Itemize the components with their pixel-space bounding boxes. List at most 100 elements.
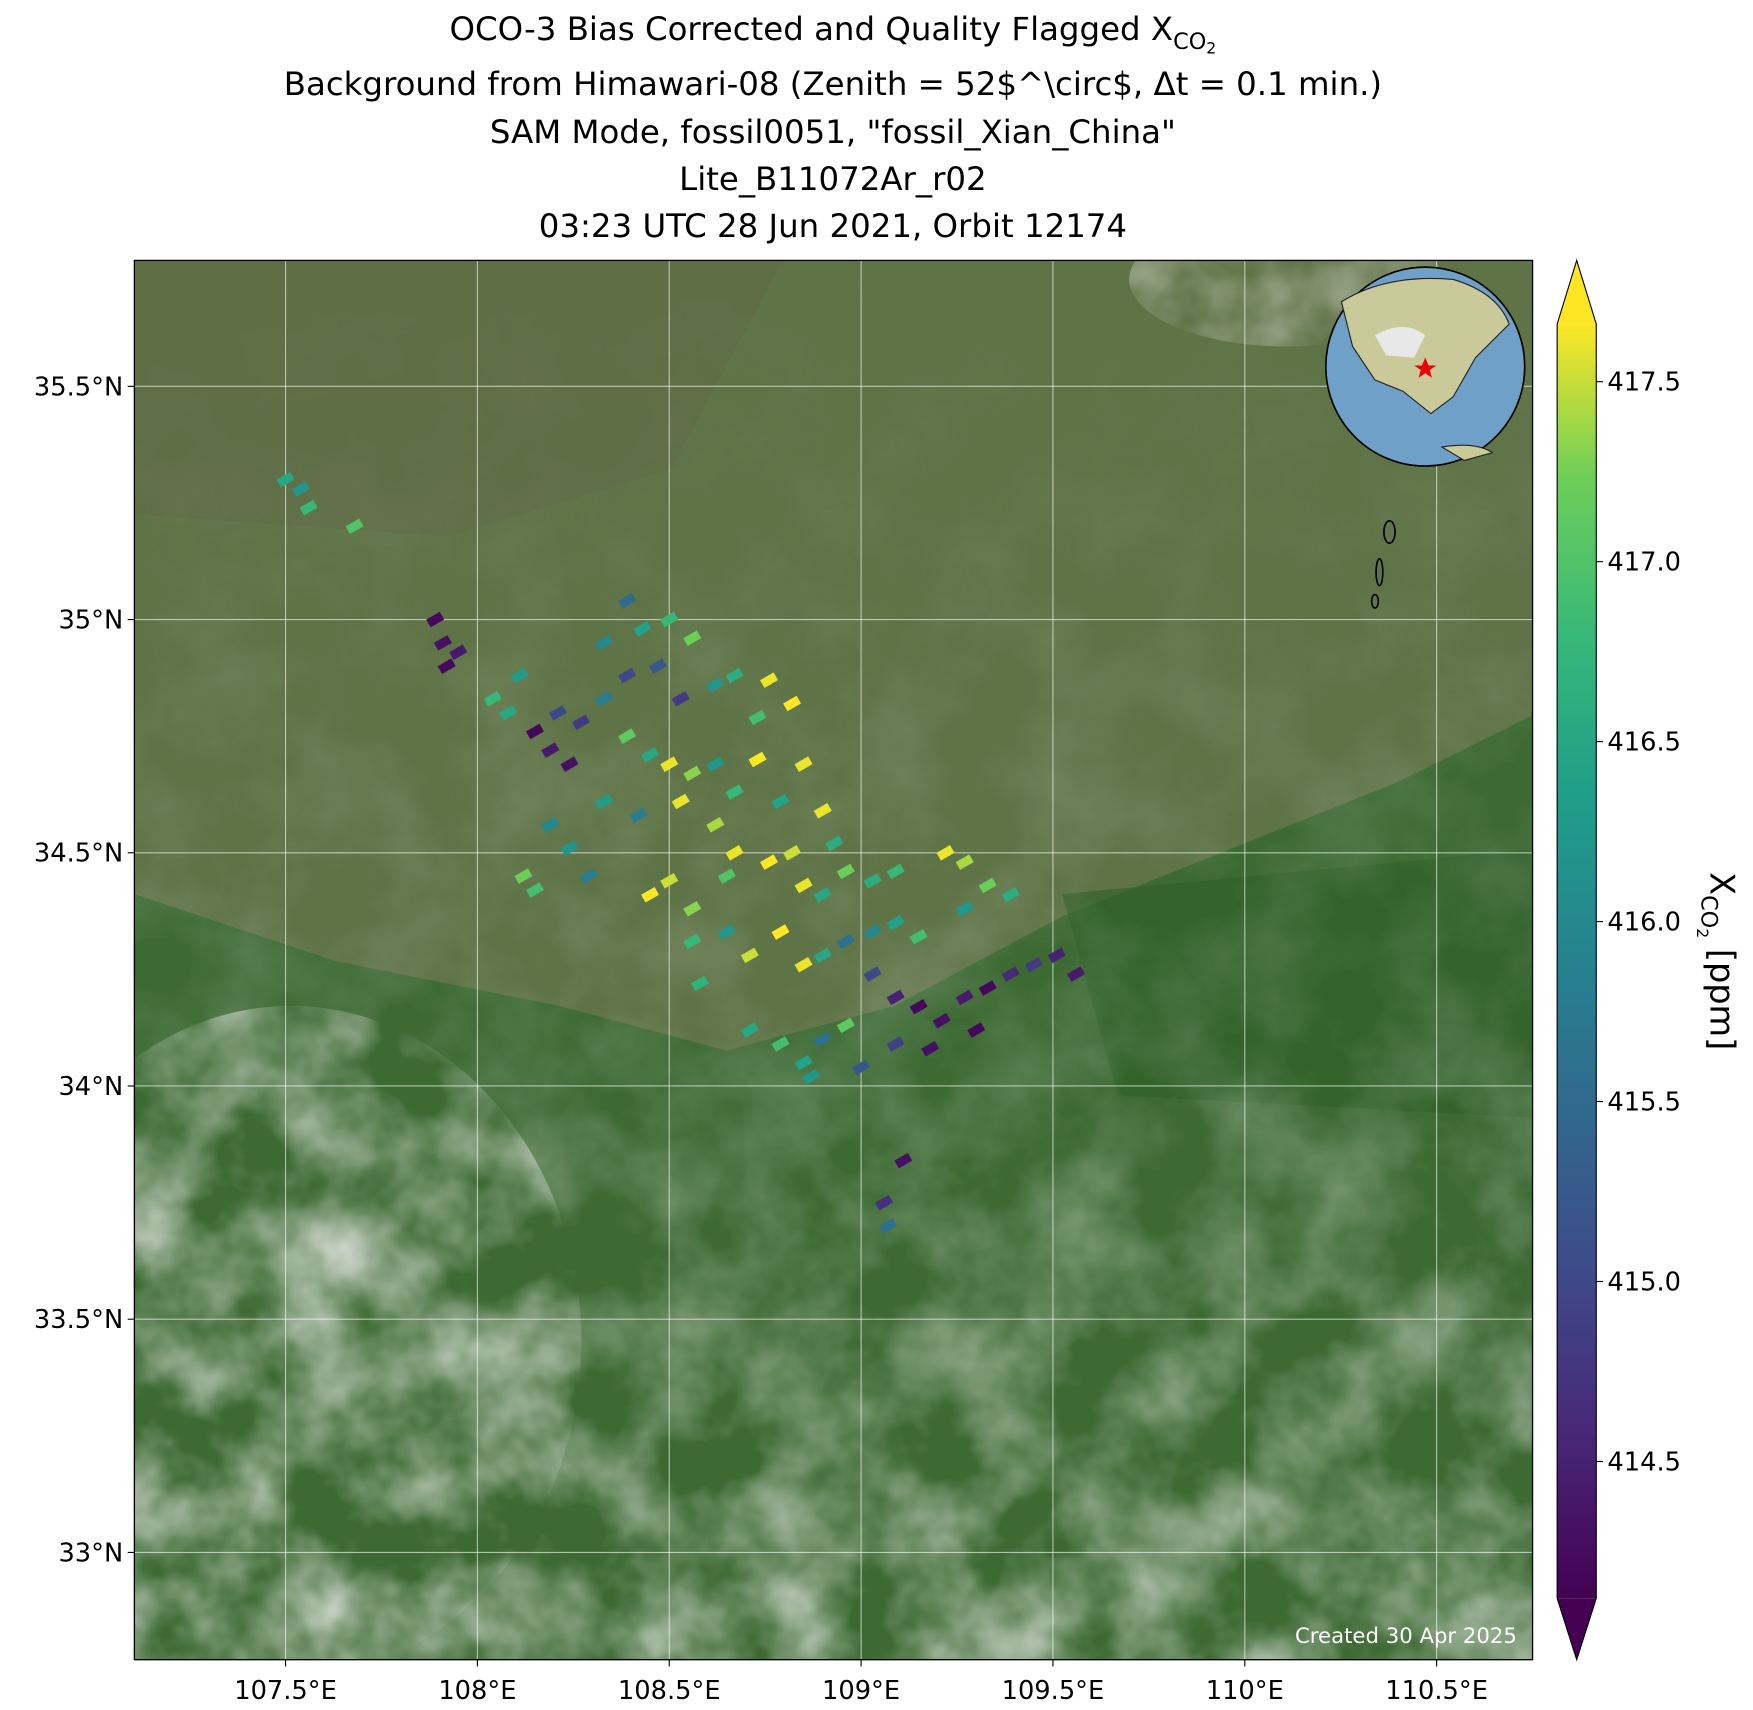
colorbar-tick-label: 417.5 — [1607, 368, 1681, 398]
y-tick-label: 33°N — [58, 1538, 123, 1568]
sounding — [813, 803, 832, 819]
title-subscript: CO — [1173, 29, 1206, 55]
sounding — [291, 481, 310, 497]
sounding — [725, 844, 744, 861]
sounding — [660, 872, 679, 889]
sounding — [706, 756, 725, 772]
sounding — [794, 756, 813, 772]
sounding — [771, 793, 790, 810]
sounding — [813, 947, 832, 964]
colorbar-tick-label: 416.5 — [1607, 728, 1681, 758]
x-tick-label: 108°E — [438, 1676, 516, 1706]
sounding — [345, 518, 364, 535]
sounding — [813, 1031, 832, 1048]
sounding — [978, 877, 997, 894]
sounding — [863, 924, 882, 940]
y-tick-label: 34°N — [58, 1072, 123, 1102]
x-tick-label: 109.5°E — [1002, 1676, 1105, 1706]
colorbar-tick-label: 417.0 — [1607, 548, 1681, 578]
sounding — [886, 989, 905, 1006]
sounding — [437, 658, 456, 674]
sounding — [1066, 966, 1085, 982]
sounding — [852, 1059, 871, 1076]
sounding — [921, 1040, 940, 1057]
sounding — [629, 807, 648, 824]
colorbar-label-sub: CO — [1695, 895, 1721, 928]
sounding — [483, 691, 502, 707]
colorbar-extend — [1557, 260, 1597, 325]
title-line: Background from Himawari-08 (Zenith = 52… — [284, 65, 1382, 103]
sounding — [955, 900, 974, 917]
sounding — [1001, 966, 1020, 982]
sounding — [571, 714, 591, 730]
sounding — [794, 1054, 813, 1071]
sounding — [618, 667, 637, 684]
sounding — [671, 691, 690, 707]
y-tick-label: 34.5°N — [34, 839, 123, 869]
sounding — [717, 868, 736, 884]
sounding — [548, 705, 567, 721]
globe-inset — [1324, 266, 1526, 467]
title-line: 03:23 UTC 28 Jun 2021, Orbit 12174 — [539, 207, 1127, 245]
sounding — [514, 868, 533, 884]
sounding — [863, 966, 882, 982]
sounding — [660, 756, 679, 772]
title-line: Lite_B11072Ar_r02 — [679, 160, 986, 198]
soundings — [276, 471, 1085, 1234]
sounding — [595, 635, 614, 651]
sounding — [618, 593, 637, 609]
sounding — [660, 611, 679, 628]
title-line: OCO-3 Bias Corrected and Quality Flagged… — [450, 10, 1217, 57]
sounding — [863, 872, 882, 889]
sounding — [671, 793, 690, 810]
sounding — [794, 956, 813, 973]
sounding — [725, 667, 744, 684]
y-tick-label: 35.5°N — [34, 372, 123, 402]
colorbar-label-text: X — [1702, 872, 1741, 895]
colorbar-label-unit: [ppm] — [1702, 938, 1741, 1050]
axes: 107.5°E 108°E 108.5°E 109°E 109.5°E 110°E 110.… — [34, 368, 1681, 1706]
sounding — [717, 924, 736, 940]
sounding — [836, 863, 855, 880]
y-tick-label: 35°N — [58, 606, 123, 636]
sounding — [783, 695, 802, 712]
sounding — [706, 817, 725, 833]
sounding — [894, 1152, 913, 1169]
sounding — [433, 635, 452, 651]
satellite-background — [134, 260, 1533, 1660]
colorbar-tick-label: 415.5 — [1607, 1087, 1681, 1117]
colorbar-body — [1557, 324, 1597, 1599]
sounding — [794, 877, 813, 894]
sounding — [276, 471, 295, 488]
sounding — [579, 868, 598, 884]
colorbar-extend — [1557, 1598, 1597, 1660]
sounding — [813, 886, 832, 903]
sounding — [541, 742, 560, 758]
sounding — [909, 998, 928, 1015]
sounding — [740, 1022, 759, 1038]
sounding — [683, 765, 702, 782]
sounding — [783, 844, 802, 861]
sounding — [541, 817, 560, 833]
sounding — [886, 1036, 905, 1052]
sounding — [1047, 947, 1066, 964]
sounding — [426, 611, 445, 628]
x-tick-label: 107.5°E — [234, 1676, 337, 1706]
sounding — [802, 1068, 821, 1085]
sounding — [525, 723, 544, 740]
title-subscript: 2 — [1206, 39, 1216, 58]
sounding — [683, 900, 702, 917]
sounding — [560, 756, 579, 772]
x-tick-label: 108.5°E — [618, 1676, 721, 1706]
sounding — [449, 644, 468, 660]
sounding — [909, 928, 928, 945]
sounding — [836, 1017, 855, 1034]
colorbar-tick-label: 415.0 — [1607, 1267, 1681, 1297]
sounding — [683, 933, 702, 950]
colorbar — [1556, 258, 1597, 1662]
sounding — [955, 854, 974, 870]
sounding — [759, 672, 779, 688]
sounding — [955, 989, 974, 1006]
x-tick-label: 110°E — [1206, 1676, 1284, 1706]
